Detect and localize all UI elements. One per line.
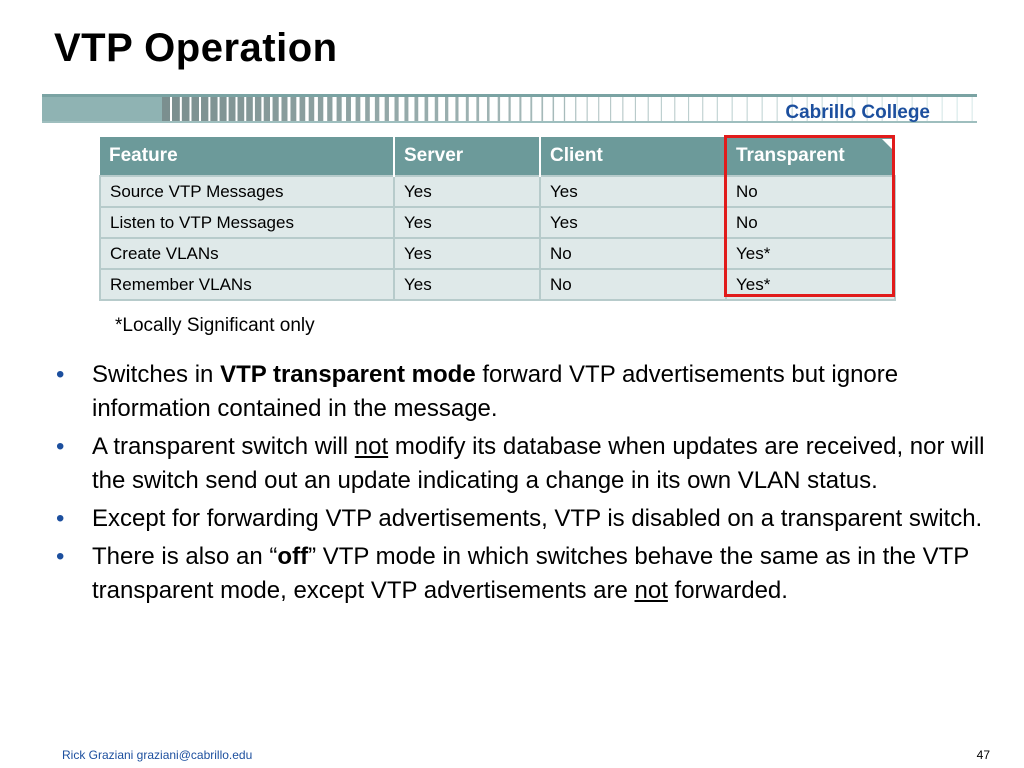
- table-cell: No: [725, 175, 896, 208]
- table-cell: Yes: [393, 268, 541, 301]
- header-client: Client: [540, 137, 727, 176]
- table-cell: No: [539, 237, 727, 270]
- page-number: 47: [976, 748, 990, 762]
- brand-label: Cabrillo College: [785, 102, 930, 123]
- table-cell: Yes: [393, 237, 541, 270]
- table-row: Listen to VTP Messages Yes Yes No: [99, 206, 896, 239]
- bullet-text: Switches in: [92, 361, 221, 388]
- bullet-text: There is also an “: [92, 543, 278, 570]
- bullet-icon: •: [56, 361, 65, 388]
- table-row: Source VTP Messages Yes Yes No: [99, 175, 896, 208]
- bullet-text: ” VTP mode in which switches behave the …: [92, 543, 969, 604]
- table-cell: No: [539, 268, 727, 301]
- bullet-emphasis: VTP transparent mode: [220, 361, 476, 388]
- bullet-icon: •: [56, 543, 65, 570]
- table-cell: Yes*: [725, 268, 896, 301]
- table-cell: Remember VLANs: [99, 268, 395, 301]
- slide-title: VTP Operation: [54, 26, 338, 70]
- table-cell: Yes: [539, 206, 727, 239]
- list-item: • There is also an “off” VTP mode in whi…: [56, 540, 986, 608]
- table-cell: Yes: [539, 175, 727, 208]
- header-banner: [42, 94, 977, 123]
- footer-author: Rick Graziani graziani@cabrillo.edu: [62, 748, 253, 762]
- bullet-text: modify its database when updates are rec…: [92, 433, 985, 494]
- table-row: Remember VLANs Yes No Yes*: [99, 268, 896, 301]
- table-cell: Listen to VTP Messages: [99, 206, 395, 239]
- bullet-icon: •: [56, 433, 65, 460]
- header-server: Server: [394, 137, 541, 176]
- table-cell: Create VLANs: [99, 237, 395, 270]
- table-cell: Source VTP Messages: [99, 175, 395, 208]
- bullet-list: • Switches in VTP transparent mode forwa…: [56, 358, 986, 612]
- header-corner-fold: [882, 139, 894, 151]
- table-footnote: *Locally Significant only: [115, 315, 315, 336]
- bullet-text: forwarded.: [667, 577, 788, 604]
- header-feature: Feature: [100, 137, 395, 176]
- table-cell: Yes: [393, 206, 541, 239]
- header-transparent: Transparent: [726, 137, 895, 176]
- bullet-text: forward VTP advertisements but ignore in…: [92, 361, 899, 422]
- bullet-emphasis: off: [277, 543, 309, 570]
- bullet-text: A transparent switch will: [92, 433, 355, 460]
- list-item: • A transparent switch will not modify i…: [56, 430, 986, 498]
- list-item: • Switches in VTP transparent mode forwa…: [56, 358, 986, 426]
- table-cell: No: [725, 206, 896, 239]
- table-row: Create VLANs Yes No Yes*: [99, 237, 896, 270]
- bullet-underline: not: [354, 433, 389, 460]
- table-cell: Yes: [393, 175, 541, 208]
- list-item: • Except for forwarding VTP advertisemen…: [56, 502, 986, 536]
- table-cell: Yes*: [725, 237, 896, 270]
- vtp-feature-table: Feature Server Client Transparent Source…: [99, 137, 896, 301]
- table-header-row: Feature Server Client Transparent: [100, 137, 895, 176]
- bullet-icon: •: [56, 505, 65, 532]
- bullet-underline: not: [634, 577, 668, 604]
- bullet-text: Except for forwarding VTP advertisements…: [92, 505, 983, 532]
